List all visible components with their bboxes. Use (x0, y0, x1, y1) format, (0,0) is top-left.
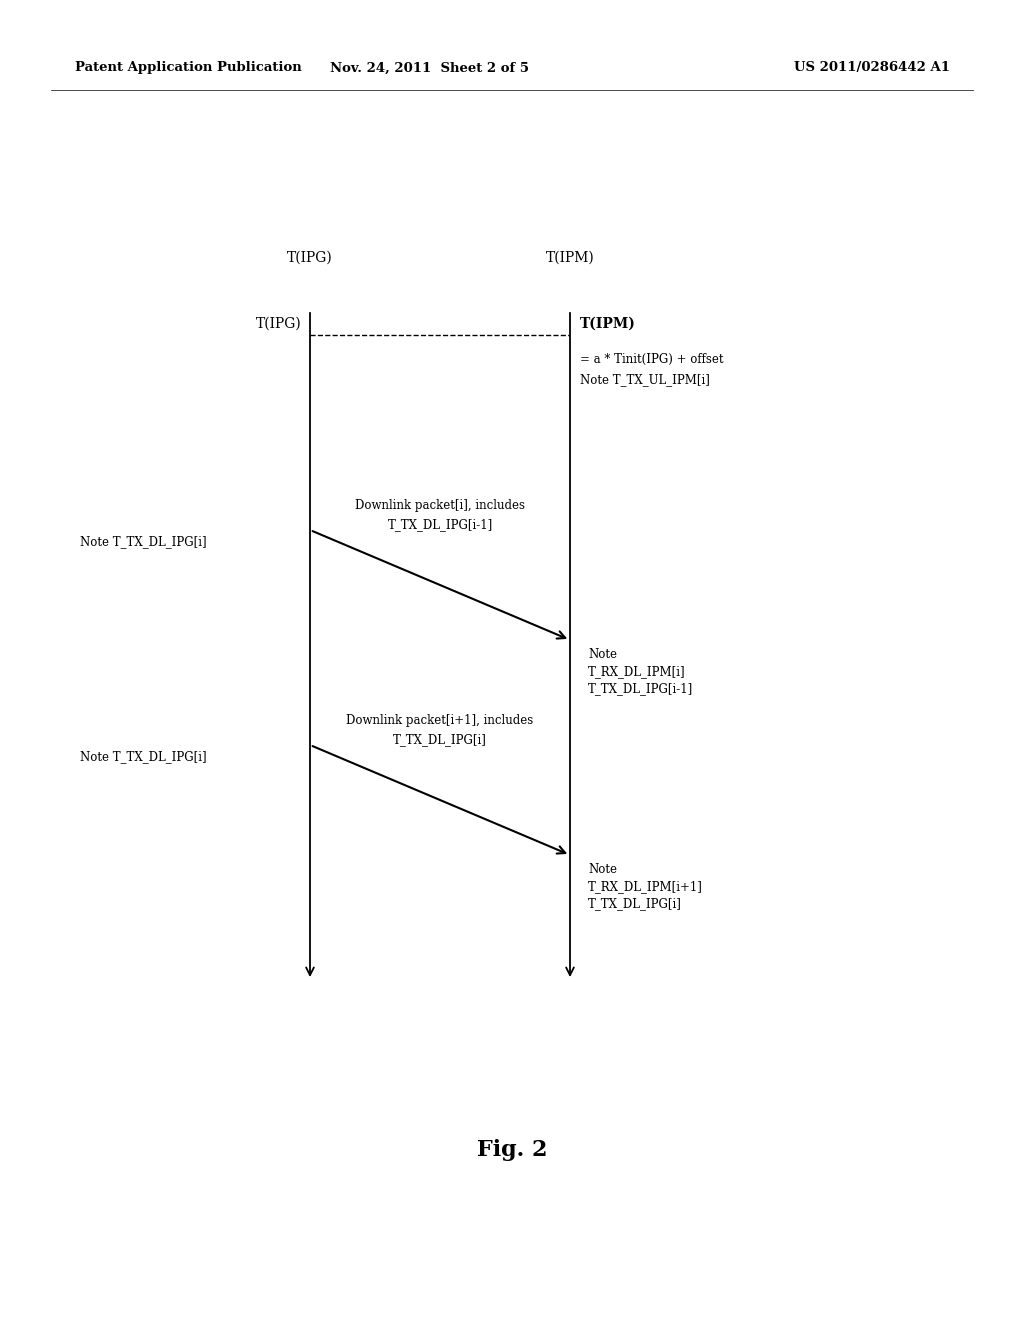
Text: T(IPM): T(IPM) (546, 251, 594, 265)
Text: T(IPG): T(IPG) (287, 251, 333, 265)
Text: Nov. 24, 2011  Sheet 2 of 5: Nov. 24, 2011 Sheet 2 of 5 (331, 62, 529, 74)
Text: T_RX_DL_IPM[i]: T_RX_DL_IPM[i] (588, 665, 686, 678)
Text: T(IPG): T(IPG) (256, 317, 302, 331)
Text: Patent Application Publication: Patent Application Publication (75, 62, 302, 74)
Text: T_TX_DL_IPG[i]: T_TX_DL_IPG[i] (588, 898, 682, 909)
Text: T_TX_DL_IPG[i]: T_TX_DL_IPG[i] (393, 733, 487, 746)
Text: T(IPM): T(IPM) (580, 317, 636, 331)
Text: Downlink packet[i], includes: Downlink packet[i], includes (355, 499, 525, 512)
Text: Note T_TX_DL_IPG[i]: Note T_TX_DL_IPG[i] (80, 536, 207, 549)
Text: Downlink packet[i+1], includes: Downlink packet[i+1], includes (346, 714, 534, 727)
Text: Fig. 2: Fig. 2 (477, 1139, 547, 1162)
Text: US 2011/0286442 A1: US 2011/0286442 A1 (794, 62, 950, 74)
Text: = a * Tinit(IPG) + offset: = a * Tinit(IPG) + offset (580, 352, 724, 366)
Text: Note T_TX_DL_IPG[i]: Note T_TX_DL_IPG[i] (80, 751, 207, 763)
Text: T_TX_DL_IPG[i-1]: T_TX_DL_IPG[i-1] (387, 517, 493, 531)
Text: T_TX_DL_IPG[i-1]: T_TX_DL_IPG[i-1] (588, 682, 693, 696)
Text: T_RX_DL_IPM[i+1]: T_RX_DL_IPM[i+1] (588, 880, 702, 894)
Text: Note: Note (588, 648, 617, 661)
Text: Note T_TX_UL_IPM[i]: Note T_TX_UL_IPM[i] (580, 374, 710, 385)
Text: Note: Note (588, 863, 617, 876)
